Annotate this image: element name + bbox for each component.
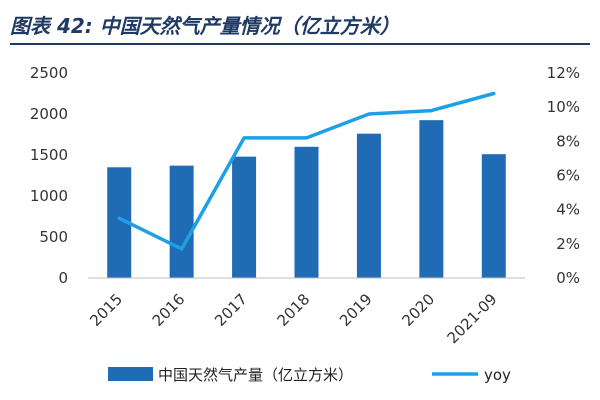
x-tick-label: 2015 [86,290,126,330]
x-tick-label: 2018 [274,290,314,330]
right-y-tick-label: 12% [547,64,580,82]
left-y-tick-label: 500 [39,228,68,246]
x-tick-label: 2020 [398,290,438,330]
yoy-point [429,109,433,113]
production-bar [481,154,506,278]
right-y-tick-label: 0% [556,269,580,287]
left-y-tick-label: 2500 [30,64,68,82]
left-y-tick-label: 1500 [30,146,68,164]
production-bar [169,165,194,278]
yoy-point [367,112,371,116]
production-bar [356,133,381,278]
legend-bar-swatch [108,367,153,381]
left-y-tick-label: 1000 [30,187,68,205]
yoy-point [492,92,496,95]
x-tick-label: 2019 [336,290,376,330]
left-y-tick-label: 0 [58,269,68,287]
x-axis: 2015 2016 2017 2018 2019 2020 2021-09 [86,277,525,347]
x-tick-label: 2016 [149,290,189,330]
figure-number: 图表 42: [10,14,93,38]
legend: 中国天然气产量（亿立方米） yoy [108,366,511,384]
legend-line-label: yoy [484,366,511,384]
yoy-point [180,247,184,251]
bar-series [107,120,506,279]
right-y-axis: 0% 2% 4% 6% 8% 10% 12% [547,64,580,287]
right-y-tick-label: 6% [556,167,580,185]
yoy-point [117,216,121,220]
legend-bar-label: 中国天然气产量（亿立方米） [158,366,353,384]
yoy-point [242,136,246,140]
right-y-tick-label: 2% [556,235,580,253]
chart-title-bar: 图表 42: 中国天然气产量情况（亿立方米） [10,12,590,40]
yoy-point [305,136,308,140]
left-y-axis: 0 500 1000 1500 2000 2500 [30,64,68,287]
x-tick-label: 2017 [211,290,251,330]
right-y-tick-label: 8% [556,132,580,150]
x-tick-label: 2021-09 [444,290,501,347]
right-y-tick-label: 10% [547,98,580,116]
left-y-tick-label: 2000 [30,105,68,123]
production-bar [294,146,319,278]
production-bar [232,156,257,278]
right-y-tick-label: 4% [556,201,580,219]
chart-title: 中国天然气产量情况（亿立方米） [99,14,400,38]
production-bar [419,120,444,279]
yoy-line-series [117,91,496,251]
title-divider [10,43,590,45]
